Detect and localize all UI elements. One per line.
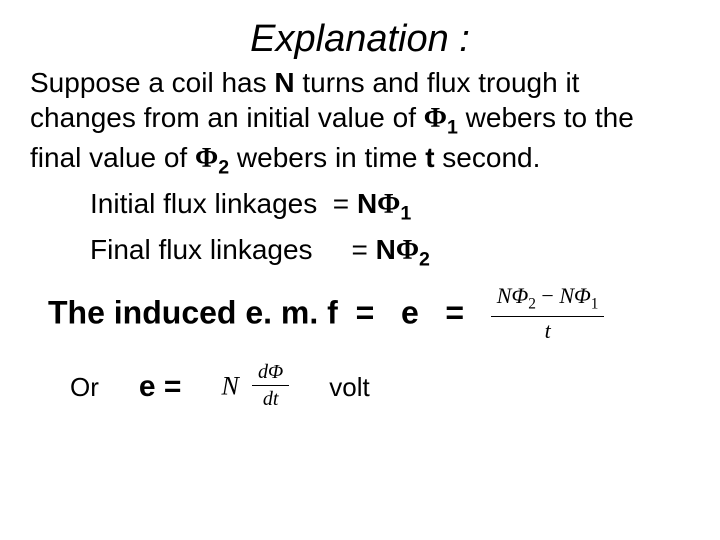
derivative-expression: N dΦ dt [221,363,289,412]
explanation-paragraph: Suppose a coil has N turns and flux trou… [30,65,690,180]
fraction-numerator: dΦ [252,361,289,386]
symbol-N: N [497,283,512,308]
symbol-phi: Φ [511,283,528,308]
equals: = [313,234,376,265]
symbol-phi: Φ [396,235,419,266]
text-fragment: webers in time [229,142,425,173]
symbol-N: N [221,371,238,400]
fraction-numerator: NΦ2 − NΦ1 [491,284,605,316]
emf-equation-line: The induced e. m. f = e = NΦ2 − NΦ1 t [48,286,690,345]
subscript: 1 [447,117,458,139]
symbol-N: N [376,234,396,265]
symbol-N: N [559,283,574,308]
subscript: 2 [218,157,229,179]
minus: − [536,283,559,308]
symbol-phi: Φ [574,283,591,308]
e-equals: e = [139,370,182,404]
fraction-derivative: dΦ dt [252,361,289,410]
slide-title: Explanation : [30,18,690,61]
symbol-t: t [425,142,434,173]
label: Initial flux linkages [90,188,317,219]
or-label: Or [70,372,99,403]
subscript: 1 [400,203,411,225]
emf-text: The induced e. m. f = e = [48,295,482,331]
subscript: 2 [419,249,430,271]
symbol-phi: Φ [195,143,218,174]
subscript: 2 [528,296,536,313]
symbol-N: N [274,67,294,98]
symbol-phi: Φ [424,103,447,134]
initial-linkages-line: Initial flux linkages = NΦ1 [30,186,690,226]
text-fragment: Suppose a coil has [30,67,274,98]
fraction-denominator: dt [252,386,289,410]
fraction-emf: NΦ2 − NΦ1 t [491,284,605,343]
equals: = [317,188,357,219]
fraction-denominator: t [491,317,605,343]
symbol-phi: Φ [377,189,400,220]
subscript: 1 [591,296,599,313]
symbol-N: N [357,188,377,219]
slide: Explanation : Suppose a coil has N turns… [0,0,720,540]
unit-volt: volt [329,372,369,403]
or-equation-line: Or e = N dΦ dt volt [70,363,690,412]
text-fragment: second. [435,142,541,173]
final-linkages-line: Final flux linkages = NΦ2 [30,232,690,272]
label: Final flux linkages [90,234,313,265]
